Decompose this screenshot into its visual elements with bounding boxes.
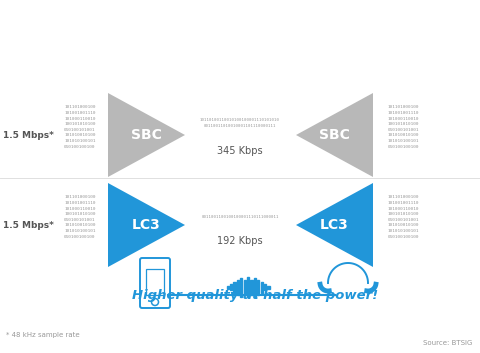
Polygon shape xyxy=(296,183,373,267)
Text: 345 Kbps: 345 Kbps xyxy=(217,146,263,156)
Bar xyxy=(227,286,228,288)
Text: SBC: SBC xyxy=(319,128,350,142)
Text: 101101000100
101001001110
101000110010
100101010100
010100101001
101010010100
10: 101101000100 101001001110 101000110010 1… xyxy=(64,105,96,149)
Bar xyxy=(240,277,242,297)
Bar xyxy=(247,277,249,297)
Text: 1.5 Mbps*: 1.5 Mbps* xyxy=(2,131,53,139)
Bar xyxy=(243,280,246,294)
Text: 101101000100
101001001110
101000110010
100101010100
010100101001
101010010100
10: 101101000100 101001001110 101000110010 1… xyxy=(387,105,419,149)
Polygon shape xyxy=(108,93,185,177)
Text: 101101000100
101001001110
101000110010
100101010100
010100101001
101010010100
10: 101101000100 101001001110 101000110010 1… xyxy=(387,195,419,239)
Bar xyxy=(254,277,256,297)
Polygon shape xyxy=(296,93,373,177)
Bar xyxy=(267,286,269,288)
Text: 101101000100
101001001110
101000110010
100101010100
010100101001
101010010100
10: 101101000100 101001001110 101000110010 1… xyxy=(64,195,96,239)
Text: Higher quality at half the power!: Higher quality at half the power! xyxy=(132,288,378,301)
Bar xyxy=(237,280,239,294)
Text: 10110100110010100100001110101010
00110011010010001101110000111: 10110100110010100100001110101010 0011001… xyxy=(200,118,280,128)
Text: 1.5 Mbps*: 1.5 Mbps* xyxy=(2,221,53,229)
Bar xyxy=(264,284,266,290)
Text: 192 Kbps: 192 Kbps xyxy=(217,236,263,246)
Bar xyxy=(261,281,263,293)
Text: * 48 kHz sample rate: * 48 kHz sample rate xyxy=(6,332,80,338)
Text: LC3: LC3 xyxy=(320,218,349,232)
Bar xyxy=(233,281,236,293)
Bar xyxy=(230,284,232,290)
Polygon shape xyxy=(108,183,185,267)
Text: SBC: SBC xyxy=(131,128,162,142)
Text: LC3: LC3 xyxy=(132,218,161,232)
Bar xyxy=(250,280,252,294)
Text: Source: BTSIG: Source: BTSIG xyxy=(422,340,472,346)
Bar xyxy=(257,280,259,294)
Text: 0011001100100100001110111000011: 0011001100100100001110111000011 xyxy=(201,215,279,219)
